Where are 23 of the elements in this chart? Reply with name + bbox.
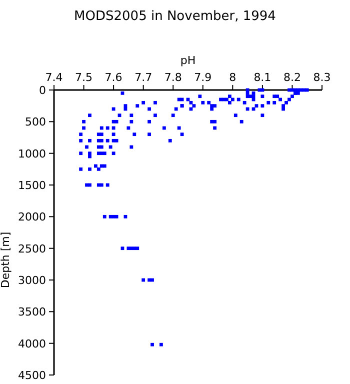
x-axis-title: pH (180, 54, 196, 67)
y-tick-label: 4500 (18, 369, 46, 382)
y-tick-label: 2500 (18, 242, 46, 256)
chart-title: MODS2005 in November, 1994 (74, 9, 276, 24)
x-tick-label: 7.7 (134, 71, 152, 84)
y-tick-label: 3500 (18, 306, 46, 319)
y-tick-label: 3000 (18, 274, 46, 287)
y-tick-label: 4000 (18, 337, 46, 350)
x-tick-label: 7.9 (194, 71, 212, 84)
y-axis-title: Depth [m] (0, 232, 12, 288)
x-tick-label: 8.2 (283, 71, 301, 84)
y-tick-label: 0 (39, 84, 46, 97)
x-tick-label: 7.6 (104, 71, 122, 84)
x-tick-label: 8.3 (313, 71, 331, 84)
x-tick-label: 7.4 (45, 71, 63, 84)
y-tick-label: 1500 (18, 179, 46, 192)
x-tick-label: 8.1 (254, 71, 272, 84)
y-tick-label: 1000 (18, 147, 46, 160)
y-tick-label: 2000 (18, 210, 46, 224)
x-tick-label: 8 (229, 71, 236, 84)
x-tick-label: 7.8 (164, 71, 182, 84)
x-tick-label: 7.5 (75, 71, 93, 84)
y-tick-label: 500 (25, 116, 46, 129)
